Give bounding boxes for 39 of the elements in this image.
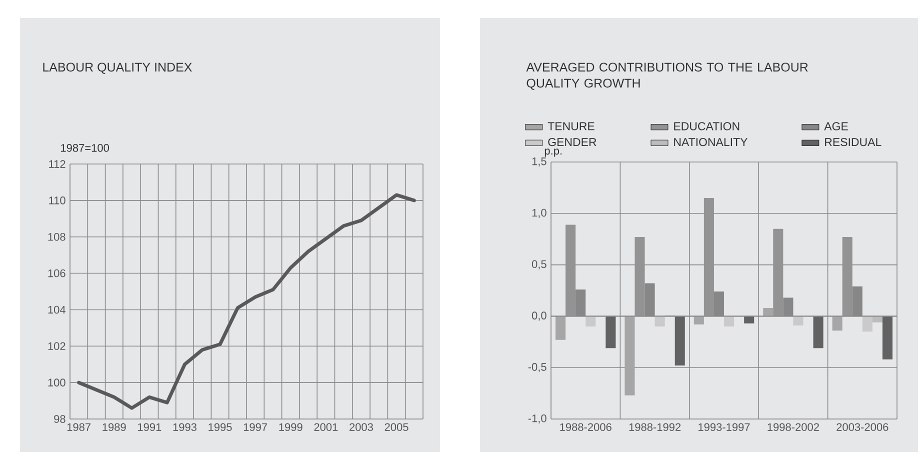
legend-label: AGE [824,122,848,130]
legend-label: TENURE [548,122,594,130]
y-tick-label: 0,0 [532,312,546,321]
y-tick-label: 110 [49,196,66,204]
x-tick-label: 1988-2006 [560,423,612,431]
x-tick-label: 2001 [314,423,338,431]
x-tick-label: 2005 [384,423,408,431]
x-tick-label: 1999 [279,423,302,431]
y-tick-label: 102 [48,342,66,350]
x-tick-label: 1991 [138,423,162,431]
y-axis-title: 1987=100 [61,144,110,152]
x-tick-label: 1998-2002 [768,423,819,431]
y-tick-label: 0,5 [532,260,546,270]
x-tick-label: 1987 [67,423,90,431]
x-tick-label: 1993 [173,423,196,431]
y-axis-title: p.p. [544,148,562,157]
y-tick-label: 1,0 [532,208,546,218]
y-tick-label: 100 [48,378,66,386]
x-tick-label: 1988-1992 [629,423,681,431]
y-tick-label: 106 [48,269,66,278]
y-tick-label: -0,5 [528,363,546,372]
chart-title: AVERAGED CONTRIBUTIONS TO THE LABOUR QUALITY GROWTH [526,62,808,90]
legend-label: NATIONALITY [674,138,748,146]
x-tick-label: 1997 [244,423,268,431]
legend-label: GENDER [548,138,596,146]
y-tick-label: 112 [49,160,66,168]
y-tick-label: 104 [48,306,66,314]
y-tick-label: -1,0 [528,414,546,424]
legend-label: EDUCATION [674,122,740,130]
x-tick-label: 1995 [208,423,232,431]
x-tick-label: 2003 [350,423,373,431]
y-tick-label: 98 [54,415,66,423]
chart-title: LABOUR QUALITY INDEX [43,62,192,74]
x-tick-label: 2003-2006 [836,423,888,431]
x-tick-label: 1993-1997 [698,423,750,431]
y-tick-label: 108 [48,232,66,241]
legend-label: RESIDUAL [825,138,882,146]
x-tick-label: 1989 [102,423,126,431]
y-tick-label: 1,5 [532,158,546,166]
